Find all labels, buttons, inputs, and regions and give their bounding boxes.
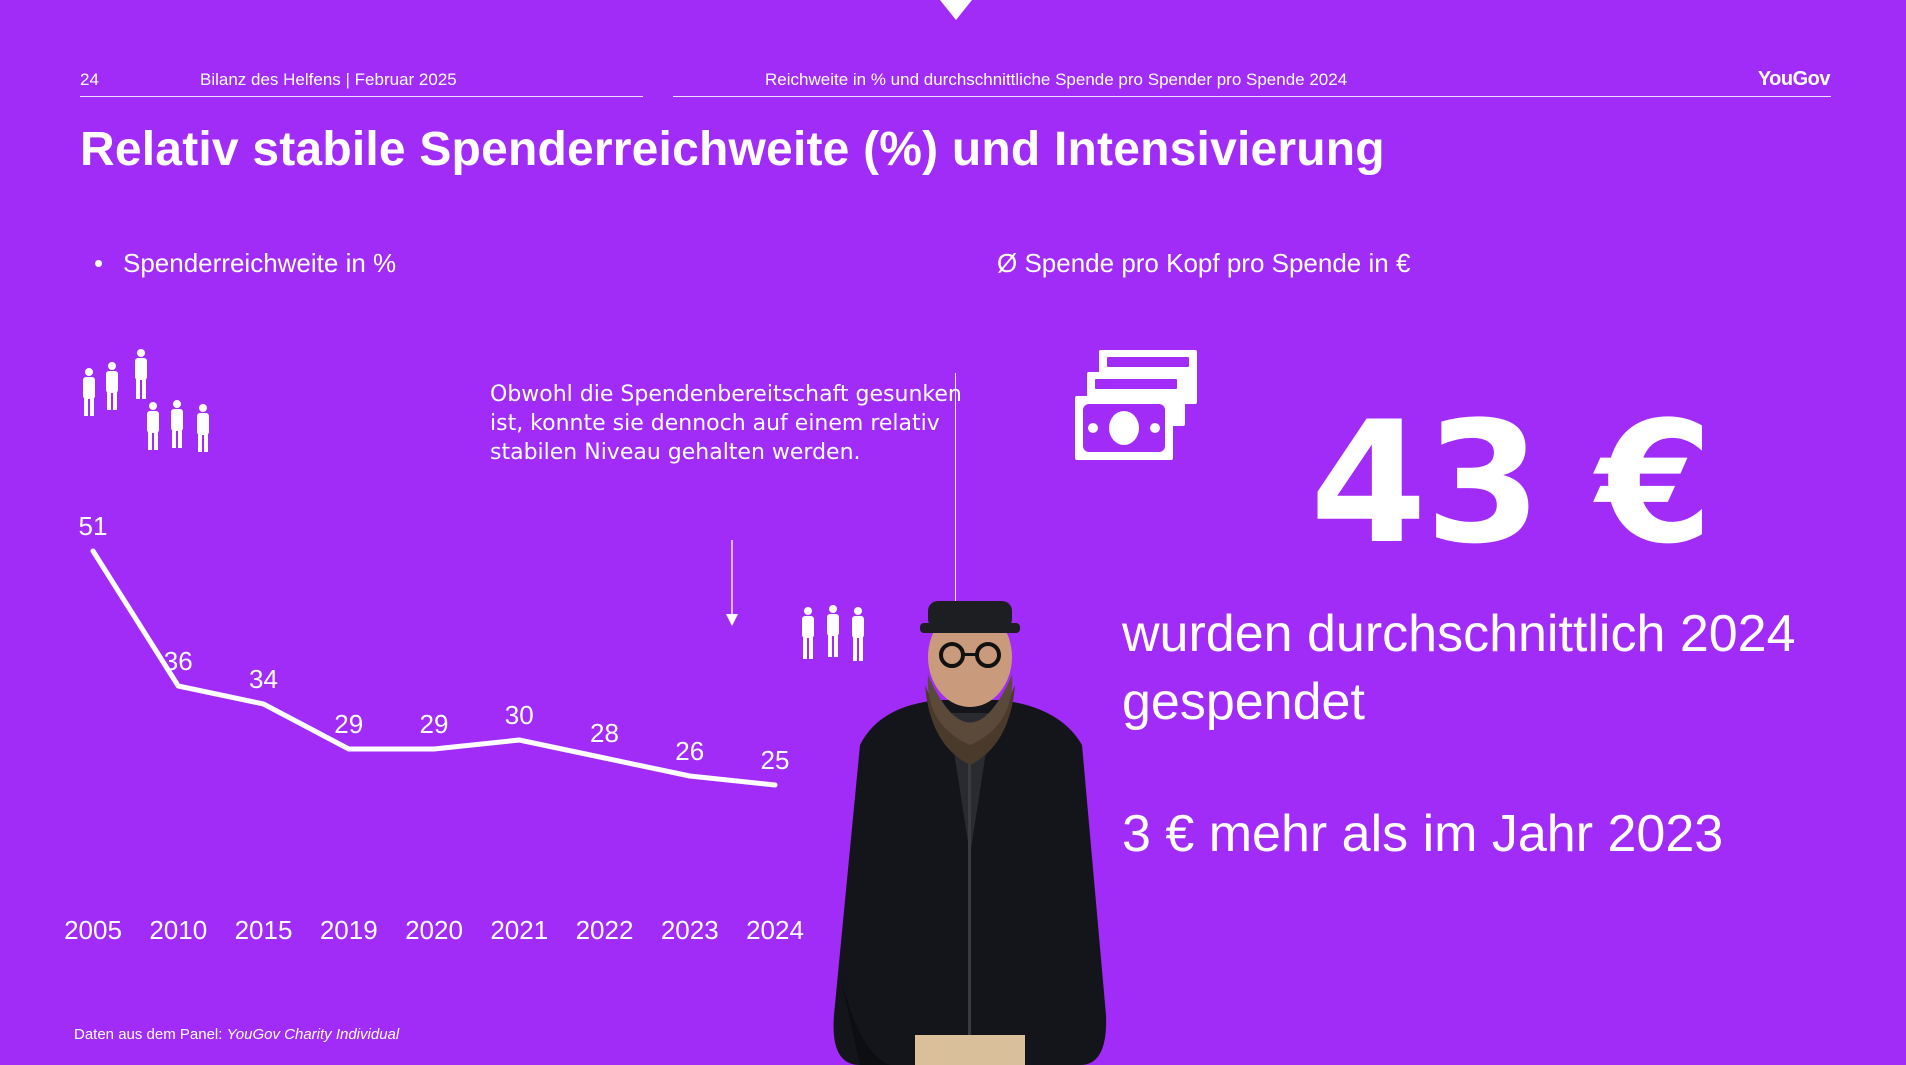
- header-divider-right: [673, 96, 1831, 97]
- data-label: 34: [249, 664, 278, 694]
- header-subject: Reichweite in % und durchschnittliche Sp…: [765, 70, 1348, 89]
- data-label: 25: [761, 745, 790, 775]
- footnote: Daten aus dem Panel: YouGov Charity Indi…: [74, 1026, 399, 1043]
- bullet-marker: •: [94, 248, 104, 278]
- people-group-icon: [83, 349, 209, 452]
- data-label: 30: [505, 700, 534, 730]
- left-panel-heading: Spenderreichweite in %: [123, 248, 397, 278]
- x-tick-label: 2020: [405, 915, 463, 945]
- statement-increase: 3 € mehr als im Jahr 2023: [1122, 805, 1724, 863]
- x-tick-label: 2024: [746, 915, 804, 945]
- page-number: 24: [80, 70, 99, 89]
- page-title: Relativ stabile Spenderreichweite (%) un…: [80, 123, 1385, 176]
- vertical-divider: [955, 373, 956, 608]
- x-tick-label: 2023: [661, 915, 719, 945]
- top-notch-marker: [940, 0, 972, 20]
- data-label: 26: [675, 736, 704, 766]
- x-tick-label: 2022: [576, 915, 634, 945]
- x-tick-label: 2019: [320, 915, 378, 945]
- data-label: 36: [164, 646, 193, 676]
- report-label: Bilanz des Helfens | Februar 2025: [200, 70, 457, 89]
- money-bills-icon: [1075, 350, 1197, 460]
- header-divider-left: [80, 96, 643, 97]
- x-tick-label: 2010: [149, 915, 207, 945]
- people-small-icon: [802, 605, 864, 661]
- data-label: 29: [334, 709, 363, 739]
- chart-annotation: Obwohl die Spendenbereitschaft gesunken …: [490, 382, 962, 465]
- data-label: 28: [590, 718, 619, 748]
- footnote-label: Daten aus dem Panel:: [74, 1026, 223, 1043]
- footnote-source: YouGov Charity Individual: [226, 1026, 400, 1043]
- statement-average: wurden durchschnittlich 2024 gespendet: [1122, 605, 1796, 731]
- data-label: 29: [420, 709, 449, 739]
- average-donation-value: 43 €: [1310, 385, 1713, 581]
- person-photo: [833, 601, 1107, 1065]
- x-tick-label: 2015: [235, 915, 293, 945]
- annotation-arrow: [726, 540, 738, 626]
- x-tick-label: 2021: [490, 915, 548, 945]
- right-panel-heading: Ø Spende pro Kopf pro Spende in €: [997, 248, 1411, 278]
- series-line: [90, 548, 778, 788]
- data-label: 51: [79, 511, 108, 541]
- brand-logo: YouGov: [1757, 68, 1831, 90]
- x-tick-label: 2005: [64, 915, 122, 945]
